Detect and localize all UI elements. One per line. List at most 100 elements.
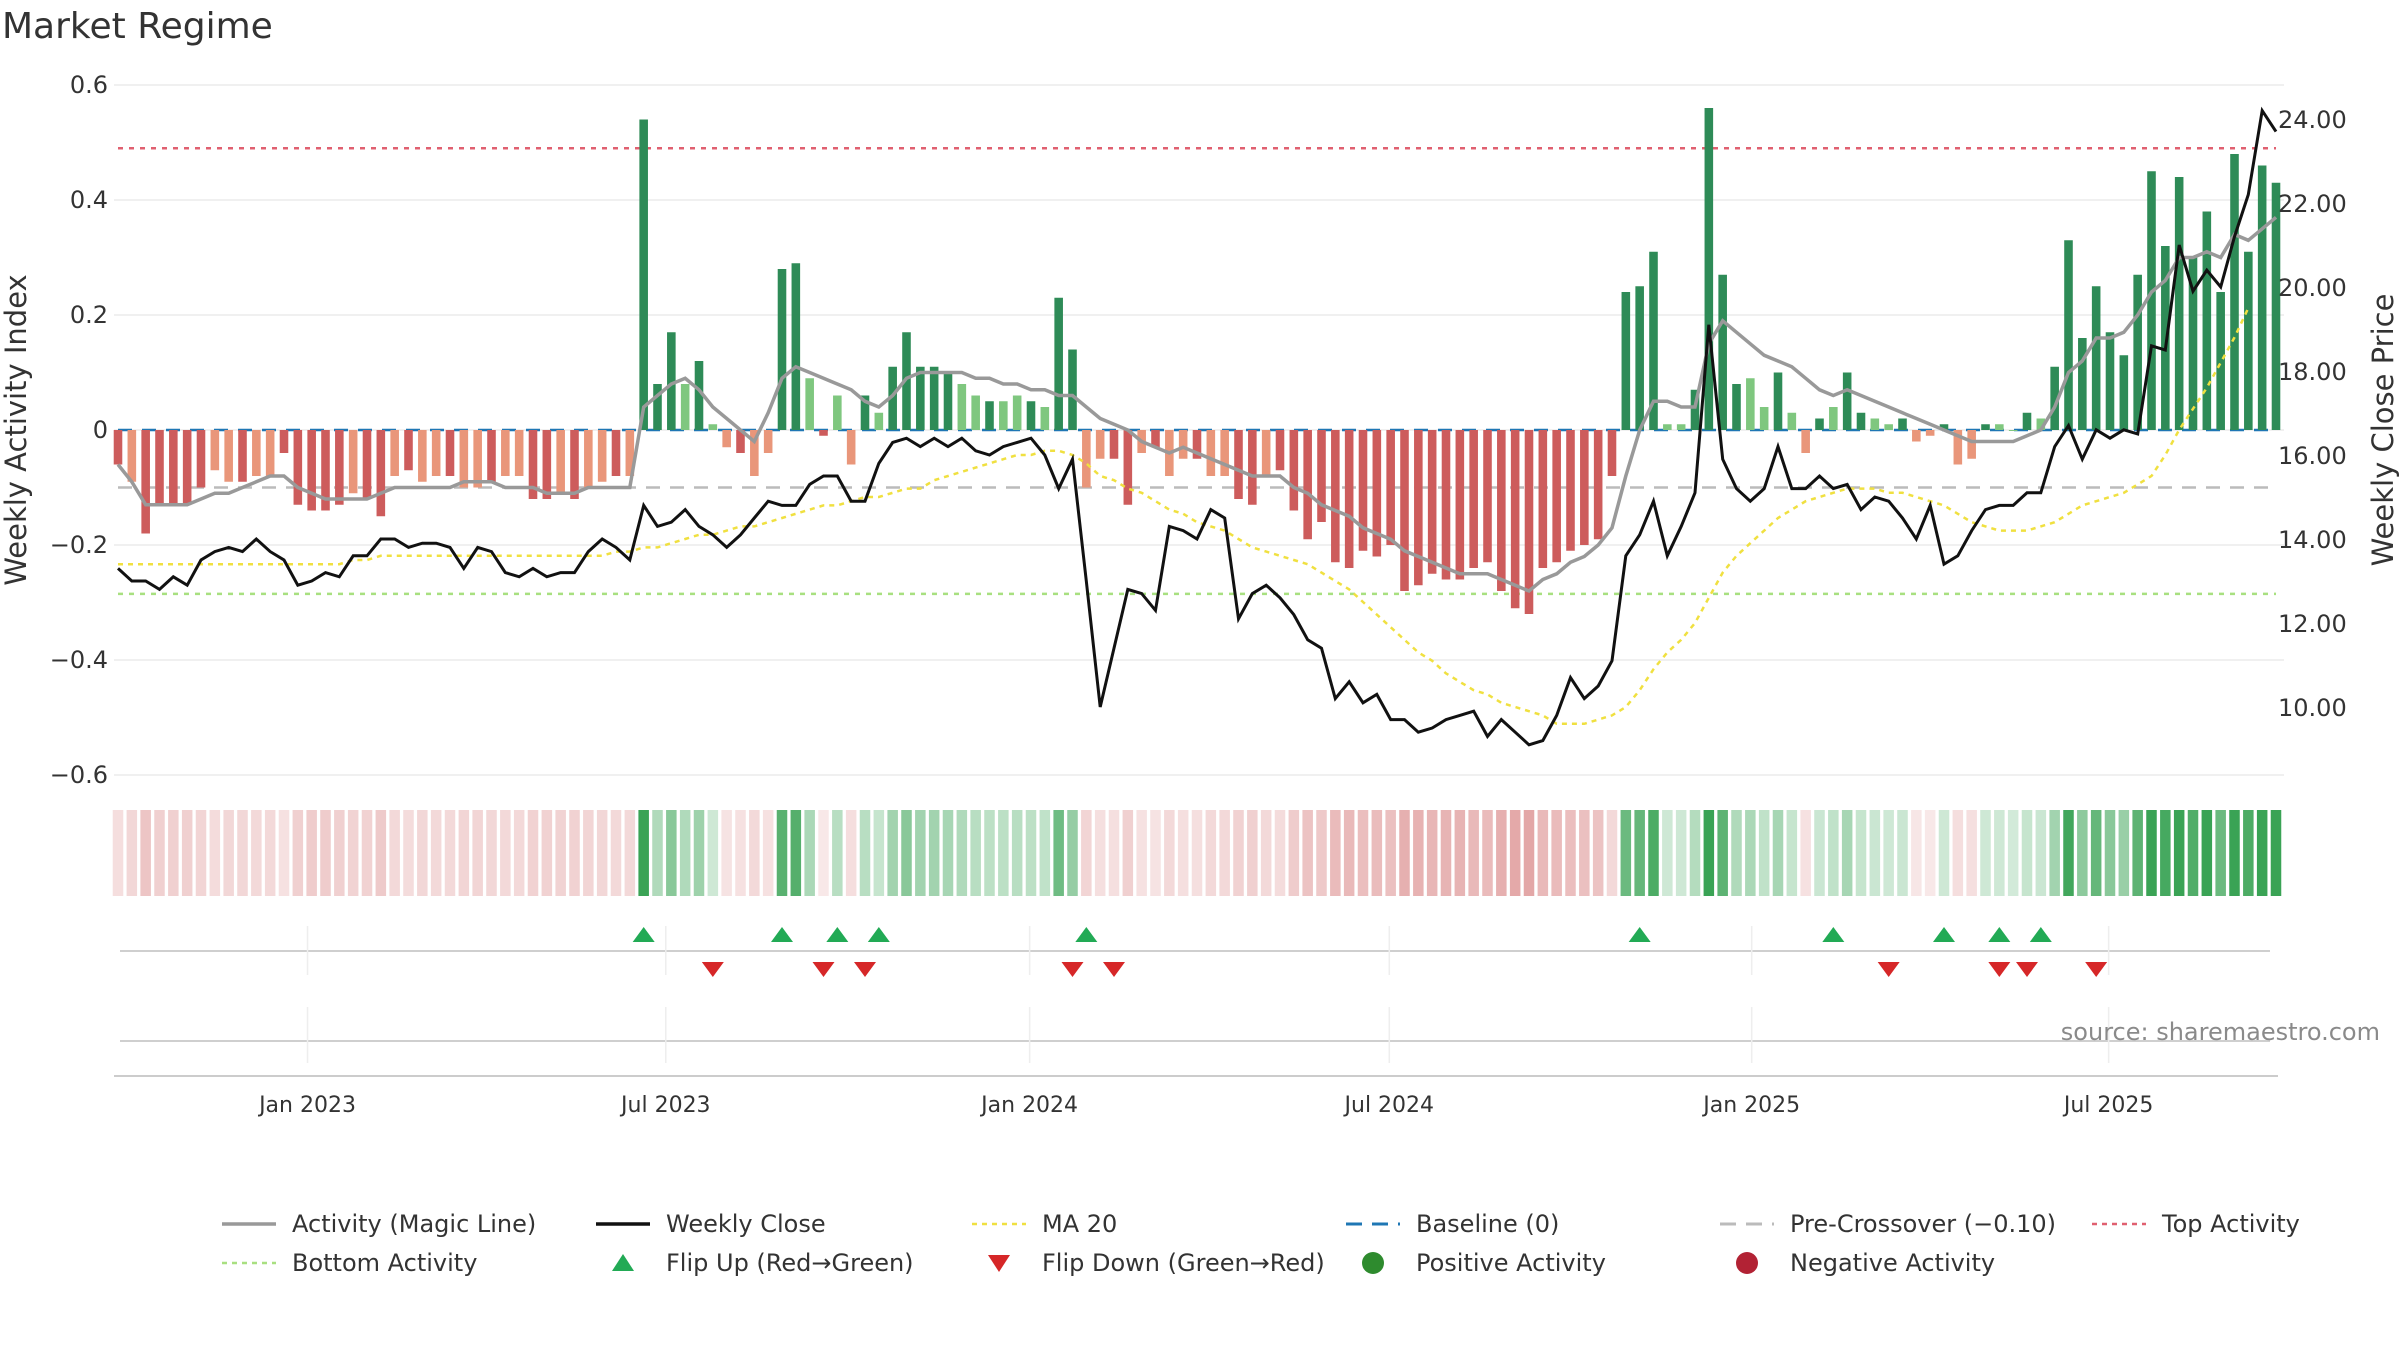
activity-bar	[141, 430, 150, 534]
regime-cell	[1108, 810, 1120, 896]
regime-cell	[652, 810, 663, 896]
regime-cell	[1855, 810, 1867, 896]
regime-cell	[1164, 810, 1175, 896]
activity-bar	[1884, 424, 1893, 430]
activity-bar	[1248, 430, 1257, 505]
regime-cell	[430, 810, 442, 896]
activity-bar	[860, 395, 870, 430]
activity-bar	[2091, 286, 2101, 430]
activity-bar	[1206, 430, 1216, 476]
reference-lines	[118, 147, 2276, 596]
regime-cell	[2229, 810, 2240, 896]
regime-cell	[1260, 810, 1272, 896]
activity-bar	[1234, 430, 1243, 499]
activity-bar	[1358, 430, 1368, 551]
activity-bar	[1303, 430, 1312, 540]
regime-cell	[1966, 810, 1977, 896]
activity-bar	[888, 366, 897, 430]
activity-bar	[1566, 430, 1575, 551]
weekly-close-line	[116, 106, 2278, 747]
activity-bar	[2147, 171, 2156, 430]
flip-up-marker	[1628, 927, 1651, 942]
activity-bar	[929, 366, 939, 430]
regime-cell	[915, 810, 926, 896]
activity-bar	[874, 412, 884, 430]
activity-bar	[2105, 332, 2115, 430]
activity-bar	[1510, 430, 1520, 609]
regime-cell	[1924, 810, 1936, 896]
legend-label: Negative Activity	[1790, 1249, 1995, 1277]
activity-bar	[2050, 366, 2059, 430]
activity-bar	[819, 430, 828, 436]
regime-cell	[1551, 810, 1562, 896]
activity-bar	[2008, 430, 2018, 431]
regime-cell	[195, 810, 207, 896]
activity-bar	[1690, 389, 1700, 430]
regime-cell	[2035, 810, 2047, 896]
regime-cell	[1191, 810, 1203, 896]
regime-cell	[292, 810, 304, 896]
activity-bar	[1842, 372, 1852, 430]
regime-cell	[928, 810, 940, 896]
regime-cell	[1938, 810, 1950, 896]
activity-bar	[390, 430, 399, 476]
regime-strip	[112, 810, 2282, 896]
flip-up-marker	[1988, 927, 2011, 942]
regime-cell	[1053, 810, 1064, 896]
activity-bar	[238, 430, 247, 482]
activity-bar	[1912, 430, 1921, 442]
activity-bar	[611, 430, 621, 476]
activity-bar	[1220, 430, 1229, 476]
regime-cell	[1205, 810, 1217, 896]
activity-bar	[667, 332, 676, 430]
regime-cell	[1980, 810, 1991, 896]
activity-bar	[653, 384, 662, 430]
regime-cell	[541, 810, 553, 896]
regime-cell	[1841, 810, 1853, 896]
activity-bar	[1178, 430, 1188, 459]
activity-bar	[1732, 384, 1741, 430]
activity-bar	[1344, 430, 1354, 568]
activity-bar	[1621, 292, 1631, 430]
activity-bar	[916, 366, 925, 430]
regime-cell	[126, 810, 138, 896]
activity-bar	[805, 378, 814, 430]
regime-cell	[2090, 810, 2102, 896]
activity-bar	[2230, 154, 2239, 430]
regime-cell	[583, 810, 594, 896]
activity-bar	[1026, 401, 1036, 430]
regime-cell	[873, 810, 885, 896]
activity-bar	[1635, 286, 1644, 430]
activity-bar	[999, 401, 1008, 430]
activity-bar	[293, 430, 303, 505]
activity-bar	[1372, 430, 1382, 557]
activity-bar	[1829, 407, 1838, 430]
activity-bar	[113, 430, 123, 465]
activity-bar	[542, 430, 552, 499]
activity-bar	[155, 430, 164, 505]
activity-bar	[791, 263, 801, 430]
activity-bar	[943, 372, 953, 430]
regime-cell	[2021, 810, 2033, 896]
regime-cell	[1357, 810, 1369, 896]
regime-cell	[1994, 810, 2005, 896]
activity-bar	[1649, 251, 1658, 430]
flip-down-marker	[1877, 962, 1900, 977]
y-left-tick-label: 0.4	[70, 186, 108, 214]
regime-cell	[2146, 810, 2157, 896]
activity-bar	[971, 395, 980, 430]
regime-cell	[832, 810, 843, 896]
regime-cell	[721, 810, 732, 896]
activity-bar	[1856, 412, 1866, 430]
regime-cell	[2077, 810, 2088, 896]
y-right-tick-label: 12.00	[2278, 610, 2347, 638]
regime-cell	[818, 810, 829, 896]
activity-bar	[1497, 430, 1506, 591]
activity-bar	[2244, 251, 2253, 430]
activity-bar	[2064, 240, 2073, 430]
regime-cell	[209, 810, 221, 896]
activity-bar	[1427, 430, 1437, 574]
flip-up-marker	[632, 927, 655, 942]
legend-swatch	[1736, 1252, 1758, 1274]
activity-bar	[2078, 338, 2087, 430]
